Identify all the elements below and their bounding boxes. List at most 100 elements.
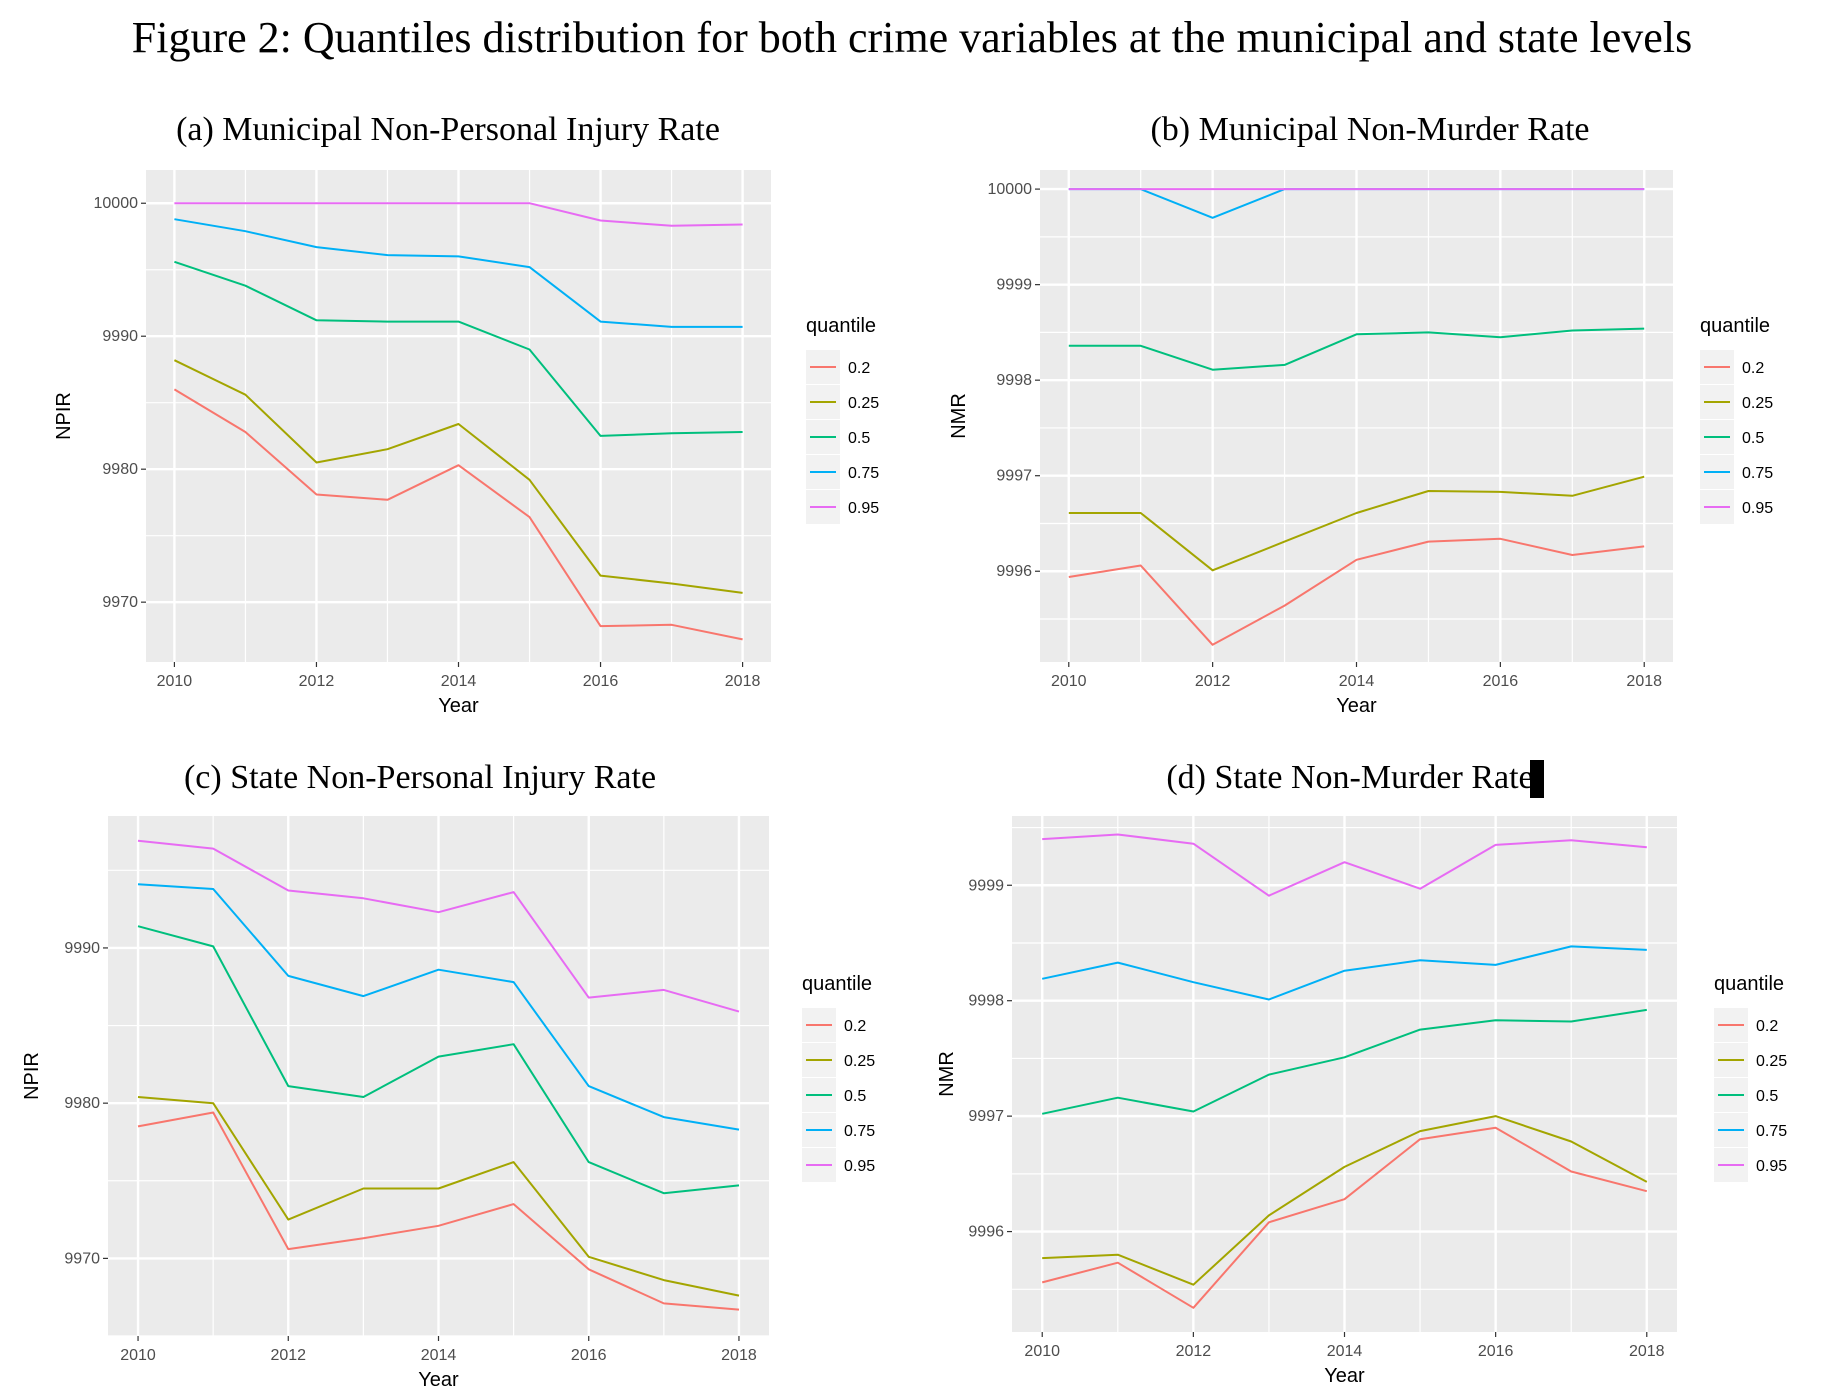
legend-label: 0.25 [844, 1053, 875, 1070]
x-tick-label: 2012 [299, 673, 335, 690]
x-tick-label: 2014 [421, 1347, 457, 1364]
legend-label: 0.75 [1756, 1123, 1787, 1140]
legend-label: 0.95 [844, 1158, 875, 1175]
series-line-0_5 [1041, 1008, 1647, 1115]
series-line-0_25 [137, 1096, 740, 1297]
y-tick-label: 9997 [968, 1108, 1004, 1125]
panel-title: (a) Municipal Non-Personal Injury Rate [176, 111, 720, 148]
legend-label: 0.95 [848, 500, 879, 517]
series-line-0_5 [1068, 327, 1645, 371]
x-tick-label: 2018 [725, 673, 761, 690]
y-tick-label: 9998 [968, 993, 1004, 1010]
legend-label: 0.2 [1756, 1018, 1778, 1035]
x-tick-label: 2016 [1478, 1343, 1514, 1360]
y-tick-label: 9998 [996, 372, 1032, 389]
legend-label: 0.5 [1756, 1088, 1778, 1105]
x-tick-label: 2018 [1626, 673, 1662, 690]
y-tick-label: 9990 [64, 940, 100, 957]
panel-title: (c) State Non-Personal Injury Rate [184, 759, 656, 796]
chart-panel-3: (c) State Non-Personal Injury Rate 2010 20… [21, 759, 875, 1391]
chart-panel-4: (d) State Non-Murder Rate 2010 2012 2014 201… [936, 759, 1787, 1387]
legend-label: 0.25 [1756, 1053, 1787, 1070]
series-line-0_5 [174, 260, 743, 437]
x-tick-label: 2010 [1024, 1343, 1060, 1360]
x-tick-label: 2014 [1339, 673, 1375, 690]
series-line-0_95 [174, 202, 743, 227]
y-axis-title: NMR [936, 1051, 958, 1097]
series-line-0_75 [1041, 945, 1647, 1001]
y-tick-label: 9996 [968, 1224, 1004, 1241]
legend-title: quantile [802, 973, 872, 995]
series-line-0_2 [1068, 537, 1645, 646]
x-tick-label: 2014 [441, 673, 477, 690]
series-line-0_2 [1041, 1126, 1648, 1309]
y-tick-label: 9999 [968, 877, 1004, 894]
x-tick-label: 2018 [721, 1347, 757, 1364]
x-axis-title: Year [438, 695, 479, 717]
legend-label: 0.2 [844, 1018, 866, 1035]
y-tick-label: 10000 [988, 181, 1033, 198]
series-line-0_5 [137, 925, 740, 1195]
series-line-0_75 [137, 883, 740, 1131]
legend-label: 0.75 [844, 1123, 875, 1140]
legend-label: 0.5 [844, 1088, 866, 1105]
series-line-0_2 [137, 1111, 740, 1311]
y-tick-label: 9999 [996, 277, 1032, 294]
legend-label: 0.25 [848, 395, 879, 412]
x-axis-title: Year [418, 1369, 459, 1391]
series-line-0_25 [1068, 475, 1645, 572]
legend-title: quantile [1714, 973, 1784, 995]
legend-label: 0.5 [848, 430, 870, 447]
chart-panel-1: (a) Municipal Non-Personal Injury Rate 20… [53, 111, 879, 717]
x-tick-label: 2018 [1629, 1343, 1665, 1360]
legend-label: 0.5 [1742, 430, 1764, 447]
y-tick-label: 9990 [102, 328, 138, 345]
series-line-0_25 [1042, 1115, 1648, 1286]
legend: quantile 0.2 0.25 0.5 0.75 0.95 [1700, 315, 1773, 524]
y-tick-label: 10000 [94, 195, 139, 212]
y-tick-label: 9980 [64, 1095, 100, 1112]
legend-title: quantile [1700, 315, 1770, 337]
series-line-0_95 [137, 839, 740, 1013]
panel-title: (d) State Non-Murder Rate [1166, 759, 1533, 796]
legend-label: 0.25 [1742, 395, 1773, 412]
legend: quantile 0.2 0.25 0.5 0.75 0.95 [802, 973, 875, 1182]
y-axis-title: NMR [948, 393, 970, 439]
y-tick-label: 9980 [102, 461, 138, 478]
legend-label: 0.95 [1742, 500, 1773, 517]
x-tick-label: 2012 [1176, 1343, 1212, 1360]
x-tick-label: 2010 [1051, 673, 1087, 690]
y-axis-title: NPIR [53, 392, 75, 440]
x-axis-title: Year [1336, 695, 1377, 717]
y-axis-title: NPIR [21, 1052, 43, 1100]
y-tick-label: 9997 [996, 468, 1032, 485]
legend-label: 0.75 [848, 465, 879, 482]
x-tick-label: 2010 [157, 673, 193, 690]
y-tick-label: 9970 [64, 1250, 100, 1267]
legend: quantile 0.2 0.25 0.5 0.75 0.95 [806, 315, 879, 524]
x-tick-label: 2016 [583, 673, 619, 690]
series-line-0_75 [174, 218, 743, 328]
legend: quantile 0.2 0.25 0.5 0.75 0.95 [1714, 973, 1787, 1182]
figure-title: Figure 2: Quantiles distribution for bot… [131, 13, 1693, 62]
panel-title: (b) Municipal Non-Murder Rate [1150, 111, 1589, 148]
legend-label: 0.95 [1756, 1158, 1787, 1175]
series-line-0_95 [1042, 833, 1647, 897]
x-axis-title: Year [1324, 1365, 1365, 1387]
x-tick-label: 2016 [571, 1347, 607, 1364]
x-tick-label: 2010 [120, 1347, 156, 1364]
x-tick-label: 2014 [1327, 1343, 1363, 1360]
x-tick-label: 2012 [270, 1347, 306, 1364]
series-line-0_2 [173, 388, 743, 641]
legend-label: 0.2 [1742, 360, 1764, 377]
y-tick-label: 9996 [996, 563, 1032, 580]
chart-panel-2: (b) Municipal Non-Murder Rate 2010 2012 201… [948, 111, 1773, 717]
y-tick-label: 9970 [102, 594, 138, 611]
legend-label: 0.75 [1742, 465, 1773, 482]
series-line-0_25 [173, 359, 743, 594]
x-tick-label: 2016 [1483, 673, 1519, 690]
x-tick-label: 2012 [1195, 673, 1231, 690]
legend-title: quantile [806, 315, 876, 337]
legend-label: 0.2 [848, 360, 870, 377]
